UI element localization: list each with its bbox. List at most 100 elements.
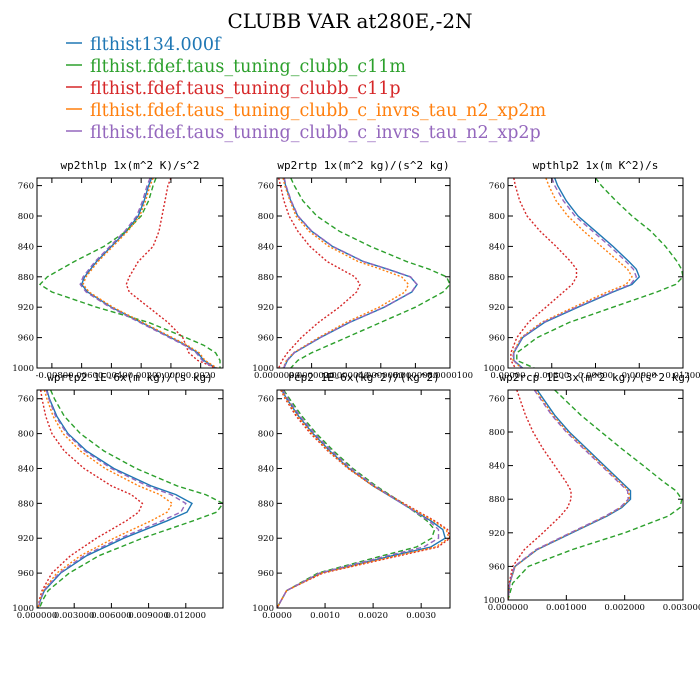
x-tick-label: 0.0020 [186, 371, 216, 381]
x-tick-label: 0.00300 [534, 371, 569, 381]
legend-item: flthist134.000f [66, 35, 222, 55]
y-tick-label: 960 [258, 569, 274, 579]
y-tick-label: 760 [18, 395, 34, 405]
series-line [37, 390, 187, 608]
y-tick-label: 800 [489, 428, 505, 438]
figure-title: CLUBB VAR at280E,-2N [227, 9, 472, 33]
series-line [37, 390, 144, 608]
legend-label: flthist.fdef.taus_tuning_clubb_c_invrs_t… [90, 123, 541, 143]
x-tick-label: 0.006000 [91, 611, 132, 621]
y-tick-label: 920 [489, 529, 505, 539]
series-line [510, 178, 578, 368]
series-line [277, 390, 447, 608]
y-tick-label: 880 [18, 499, 34, 509]
series-line [282, 178, 418, 368]
x-tick-label: 0.0000 [262, 611, 292, 621]
legend-item: flthist.fdef.taus_tuning_clubb_c_invrs_t… [66, 123, 541, 143]
y-tick-label: 1000 [252, 604, 274, 614]
panel-title: rcp2 1E-6x(kg^2)/(kg^2) [287, 371, 439, 384]
y-tick-label: 920 [489, 303, 505, 313]
x-tick-label: -0.0080 [36, 371, 69, 381]
x-tick-label: 0.0000060 [358, 371, 404, 381]
x-tick-label: 0.0000000 [254, 371, 300, 381]
y-tick-label: 880 [18, 273, 34, 283]
series-line [277, 390, 436, 608]
y-tick-label: 840 [489, 242, 505, 252]
legend: flthist134.000f flthist.fdef.taus_tuning… [66, 35, 547, 143]
y-tick-label: 800 [18, 212, 34, 222]
x-tick-label: 0.0020 [358, 611, 388, 621]
y-tick-label: 1000 [483, 596, 505, 606]
profile-panel: wp2rcp 1E-3x(m^2 kg)/(s^2 kg) 760 800 840 88… [483, 371, 700, 613]
y-tick-label: 760 [258, 395, 274, 405]
x-tick-label: 0.0000080 [392, 371, 438, 381]
y-tick-label: 760 [489, 182, 505, 192]
legend-item: flthist.fdef.taus_tuning_clubb_c11m [66, 57, 406, 77]
series-line [79, 178, 215, 368]
series-line [82, 178, 218, 368]
y-tick-label: 760 [258, 182, 274, 192]
y-tick-label: 840 [18, 464, 34, 474]
series-line [508, 390, 683, 600]
profile-panel: wp2thlp 1x(m^2 K)/s^2 760 800 840 880 920 960 1… [12, 159, 224, 381]
panel-title: wprtp2 1E-6x(m kg)/(s kg) [47, 371, 213, 384]
y-tick-label: 1000 [483, 364, 505, 374]
panels: wp2thlp 1x(m^2 K)/s^2 760 800 840 880 920 960 1… [12, 159, 700, 621]
y-tick-label: 880 [489, 273, 505, 283]
y-tick-label: 1000 [12, 604, 34, 614]
x-tick-label: -0.0040 [95, 371, 128, 381]
profile-panel: wpthlp2 1x(m K^2)/s 760 800 840 880 920 960 100… [483, 159, 700, 381]
x-tick-label: 0.000000 [17, 611, 58, 621]
plot-frame [36, 177, 224, 369]
y-tick-label: 960 [18, 334, 34, 344]
y-tick-label: 1000 [12, 364, 34, 374]
y-tick-label: 920 [258, 303, 274, 313]
series-line [277, 390, 450, 608]
series-line [508, 390, 631, 600]
panel-title: wp2rcp 1E-3x(m^2 kg)/(s^2 kg) [499, 371, 691, 384]
x-tick-label: 0.01200 [665, 371, 700, 381]
panel-title: wp2thlp 1x(m^2 K)/s^2 [60, 159, 199, 172]
series-line [508, 390, 572, 600]
legend-label: flthist134.000f [90, 35, 222, 55]
x-tick-label: 0.0000100 [427, 371, 473, 381]
y-tick-label: 760 [18, 182, 34, 192]
series-line [37, 390, 193, 608]
y-tick-label: 840 [258, 464, 274, 474]
y-tick-label: 880 [258, 499, 274, 509]
legend-item: flthist.fdef.taus_tuning_clubb_c11p [66, 79, 401, 99]
legend-label: flthist.fdef.taus_tuning_clubb_c_invrs_t… [90, 101, 547, 121]
series-line [37, 390, 174, 608]
y-tick-label: 840 [18, 242, 34, 252]
y-tick-label: 760 [489, 394, 505, 404]
x-tick-label: 0.00600 [578, 371, 613, 381]
y-tick-label: 800 [489, 212, 505, 222]
y-tick-label: 960 [489, 562, 505, 572]
y-tick-label: 960 [18, 569, 34, 579]
plot-frame [276, 177, 451, 369]
series-line [278, 178, 361, 368]
x-tick-label: 0.0010 [310, 611, 340, 621]
x-tick-label: 0.00900 [622, 371, 657, 381]
legend-label: flthist.fdef.taus_tuning_clubb_c11m [90, 57, 406, 77]
series-line [282, 178, 410, 368]
x-tick-label: 0.00000 [490, 371, 525, 381]
series-line [80, 178, 216, 368]
series-line [38, 178, 221, 368]
x-tick-label: 0.003000 [663, 603, 700, 613]
x-tick-label: -0.0060 [65, 371, 98, 381]
y-tick-label: 920 [258, 534, 274, 544]
profile-panel: wp2rtp 1x(m^2 kg)/(s^2 kg)760 800 840 880 92… [252, 159, 473, 381]
plot-frame [507, 389, 684, 601]
y-tick-label: 960 [489, 334, 505, 344]
x-tick-label: 0.0000 [156, 371, 186, 381]
y-tick-label: 880 [258, 273, 274, 283]
series-line [516, 178, 683, 368]
series-line [283, 178, 418, 368]
x-tick-label: 0.012000 [166, 611, 207, 621]
series-line [508, 390, 629, 600]
series-line [512, 178, 638, 368]
y-tick-label: 800 [258, 212, 274, 222]
panel-title: wp2rtp 1x(m^2 kg)/(s^2 kg) [277, 159, 449, 172]
